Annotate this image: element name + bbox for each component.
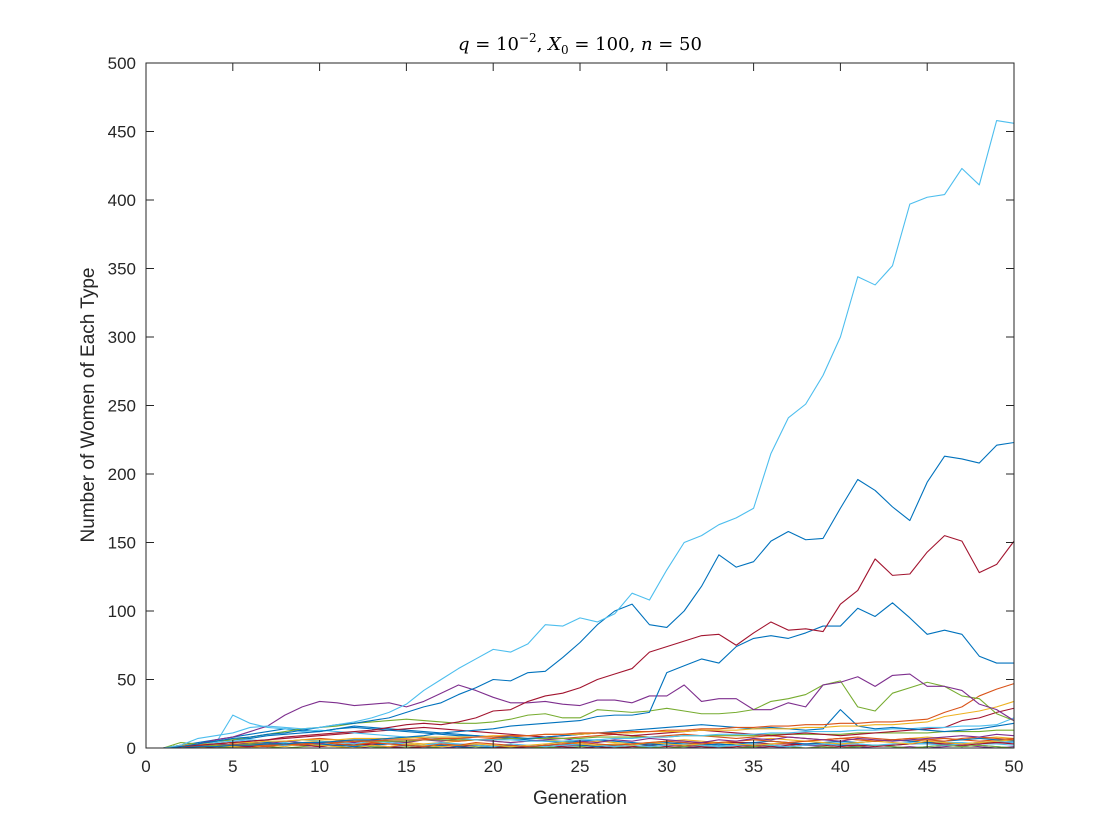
title-subscript: 0 <box>561 43 569 57</box>
plot-area <box>146 63 1014 748</box>
title-n: n <box>641 34 653 55</box>
x-tick-label: 20 <box>484 757 503 776</box>
x-tick-label: 5 <box>228 757 237 776</box>
series-line-8 <box>163 700 1015 749</box>
y-axis-label: Number of Women of Each Type <box>78 268 99 543</box>
title-exponent: −2 <box>519 31 537 45</box>
x-tick-label: 10 <box>310 757 329 776</box>
title-q: q <box>458 34 470 55</box>
x-tick-label: 50 <box>1005 757 1024 776</box>
y-tick-label: 300 <box>108 328 136 347</box>
y-tick-label: 500 <box>108 54 136 73</box>
y-tick-label: 250 <box>108 397 136 416</box>
y-tick-label: 450 <box>108 123 136 142</box>
x-tick-label: 40 <box>831 757 850 776</box>
y-tick-label: 0 <box>127 739 136 758</box>
series-line-1 <box>163 119 1015 749</box>
x-tick-label: 30 <box>657 757 676 776</box>
series-line-2 <box>163 441 1015 749</box>
title-x: X <box>546 34 562 55</box>
series-layer <box>163 119 1015 749</box>
series-line-7 <box>163 683 1015 749</box>
y-tick-label: 350 <box>108 260 136 279</box>
series-line-4 <box>163 602 1014 749</box>
y-tick-label: 100 <box>108 602 136 621</box>
chart-title: q = 10−2, X0 = 100, n = 50 <box>458 31 702 57</box>
y-tick-label: 200 <box>108 465 136 484</box>
y-tick-label: 50 <box>117 671 136 690</box>
y-tick-label: 400 <box>108 191 136 210</box>
title-sep1: , <box>537 34 548 55</box>
y-tick-label: 150 <box>108 534 136 553</box>
series-line-10 <box>163 714 1015 749</box>
title-eq1: = 10 <box>470 34 519 55</box>
series-line-5 <box>163 673 1015 749</box>
series-line-14 <box>163 736 1015 749</box>
ticks-layer: 0 5 10 15 20 25 30 35 40 45 5005010015020025030035… <box>108 54 1024 776</box>
series-line-3 <box>163 535 1015 749</box>
title-eq3: = 50 <box>653 34 702 55</box>
x-tick-label: 25 <box>571 757 590 776</box>
x-axis-label: Generation <box>533 788 627 809</box>
x-tick-label: 15 <box>397 757 416 776</box>
x-tick-label: 0 <box>141 757 150 776</box>
x-tick-label: 35 <box>744 757 763 776</box>
x-tick-label: 45 <box>918 757 937 776</box>
title-eq2: = 100, <box>569 34 641 55</box>
